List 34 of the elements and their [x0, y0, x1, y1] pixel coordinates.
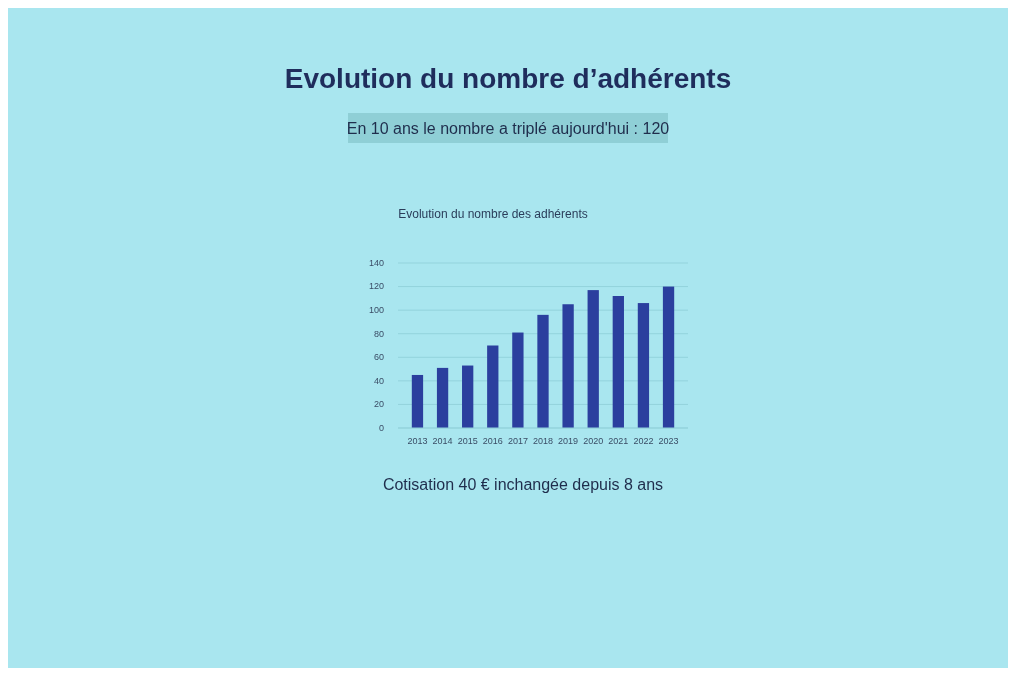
text: En 10 ans le nombre a triplé aujourd'hui : 120	[346, 120, 670, 137]
chart-subtitle: Evolution du nombre des adhérents	[398, 207, 588, 221]
bar	[662, 286, 675, 428]
y-tick-label: 40	[373, 375, 384, 386]
x-tick-label: 2019	[558, 436, 579, 446]
x-tick-label: 2022	[633, 436, 654, 446]
bar	[436, 367, 449, 428]
y-tick-label: 140	[368, 257, 384, 268]
bar	[411, 374, 424, 428]
bar	[512, 332, 524, 428]
x-tick-label: 2021	[608, 436, 629, 446]
x-tick-label: 2023	[658, 436, 679, 446]
y-tick-label: 20	[373, 399, 384, 410]
bar	[587, 290, 599, 428]
x-tick-label: 2017	[507, 436, 528, 446]
bar	[612, 296, 624, 428]
bar	[462, 365, 474, 428]
x-tick-label: 2013	[407, 436, 428, 446]
y-tick-label: 80	[373, 328, 384, 339]
y-tick-label: 60	[373, 352, 384, 363]
x-tick-label: 2016	[482, 436, 503, 446]
x-tick-label: 2015	[457, 436, 478, 446]
y-tick-label: 100	[368, 305, 384, 316]
text: Cotisation 40 € inchangée depuis 8 ans	[382, 476, 664, 493]
chart-title: Evolution du nombre d’adhérents	[284, 63, 732, 94]
bar	[537, 314, 549, 428]
x-tick-label: 2014	[432, 436, 453, 446]
bar	[487, 345, 499, 428]
bar	[562, 304, 574, 428]
y-tick-label: 120	[368, 281, 384, 292]
x-tick-label: 2020	[583, 436, 604, 446]
x-tick-label: 2018	[532, 436, 554, 446]
bar	[637, 303, 650, 428]
y-tick-label: 0	[378, 422, 384, 433]
